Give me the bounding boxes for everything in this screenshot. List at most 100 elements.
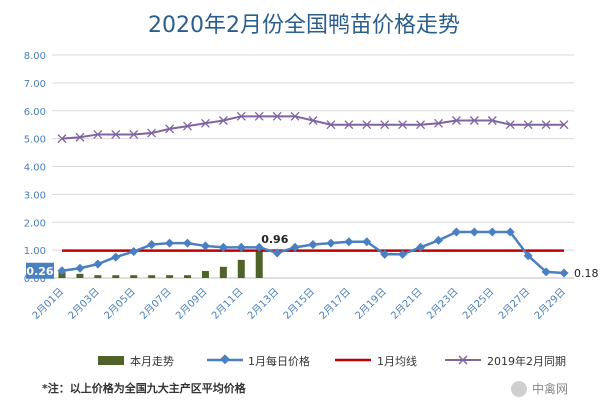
point-2019	[416, 120, 426, 130]
x-tick-label: 2月01日	[30, 286, 66, 322]
point-2019	[380, 120, 390, 130]
point-2019	[236, 111, 246, 121]
y-tick-label: 6.00	[24, 107, 46, 118]
point-2019	[165, 124, 175, 134]
y-tick-label: 1.00	[24, 246, 46, 257]
point-2019	[559, 120, 569, 130]
x-axis-ticks: 2月01日 2月03日 2月05日 2月07日 2月09日 2月11日 2月13日 2月15日…	[30, 286, 568, 322]
point-2019	[362, 120, 372, 130]
point-daily	[308, 240, 318, 250]
bar	[112, 275, 120, 278]
point-2019	[326, 120, 336, 130]
point-2019	[218, 116, 228, 125]
annotation-end: 0.18	[574, 267, 599, 280]
bar	[184, 275, 191, 278]
point-2019	[75, 132, 85, 142]
legend-label-average: 1月均线	[377, 354, 417, 368]
annotations: 0.26 0.96 0.18	[26, 233, 599, 280]
x-tick-label: 2月25日	[460, 286, 496, 322]
watermark: 中禽网	[511, 381, 568, 397]
x-tick-label: 2月13日	[245, 286, 281, 322]
point-daily	[111, 252, 121, 262]
point-2019	[469, 116, 479, 125]
point-daily	[344, 237, 354, 247]
x-tick-label: 2月21日	[389, 286, 425, 322]
x-tick-label: 2月17日	[317, 286, 353, 322]
y-tick-label: 3.00	[24, 190, 46, 201]
point-2019	[523, 120, 533, 130]
legend-swatch-bar	[98, 356, 124, 365]
point-daily	[272, 248, 282, 258]
legend-label-daily: 1月每日价格	[248, 354, 310, 368]
point-2019	[254, 111, 264, 121]
point-daily	[469, 227, 479, 237]
x-tick-label: 2月03日	[66, 286, 102, 322]
point-daily	[147, 240, 157, 250]
point-2019	[541, 120, 551, 130]
x-tick-label: 2月09日	[173, 286, 209, 322]
point-daily	[541, 267, 551, 277]
bar	[130, 275, 138, 278]
point-daily	[398, 249, 408, 259]
annotation-box-start	[26, 262, 54, 279]
point-2019	[398, 120, 408, 130]
point-daily	[129, 246, 139, 257]
point-daily	[182, 238, 193, 248]
y-tick-label: 7.00	[24, 79, 46, 90]
point-2019	[183, 121, 192, 131]
legend-marker-2019	[458, 355, 468, 365]
point-2019	[93, 129, 103, 139]
x-tick-label: 2月11日	[209, 286, 245, 322]
y-tick-label: 8.00	[24, 51, 46, 62]
point-2019	[505, 120, 515, 130]
point-2019	[57, 134, 67, 144]
point-daily	[362, 237, 372, 247]
bar	[166, 275, 174, 278]
point-daily	[218, 242, 228, 252]
legend-label-2019: 2019年2月同期	[487, 354, 566, 368]
annotation-bar-peak: 0.96	[261, 233, 288, 246]
point-daily	[559, 268, 569, 278]
point-2019	[308, 116, 318, 125]
bar	[201, 271, 209, 278]
bar	[94, 275, 102, 278]
bar	[219, 266, 227, 278]
y-tick-label: 4.00	[24, 163, 46, 174]
bar	[148, 275, 156, 278]
series-line-daily	[61, 230, 565, 275]
point-2019	[290, 111, 300, 121]
point-2019	[344, 120, 354, 130]
x-tick-label: 2月19日	[353, 286, 389, 322]
x-tick-label: 2月15日	[281, 286, 317, 322]
point-daily	[433, 235, 444, 245]
point-daily	[487, 227, 497, 237]
point-daily	[380, 249, 390, 259]
bar	[255, 251, 263, 278]
point-2019	[200, 118, 210, 128]
point-daily	[326, 238, 336, 248]
point-2019	[272, 111, 282, 121]
point-daily	[200, 241, 210, 251]
point-2019	[451, 116, 461, 125]
legend-marker-daily	[220, 354, 230, 365]
point-daily	[75, 263, 85, 273]
bar	[76, 273, 84, 278]
point-2019	[129, 129, 139, 139]
x-tick-label: 2月29日	[532, 286, 568, 322]
line-series	[57, 111, 569, 278]
y-axis-ticks: 0.00 1.00 2.00 3.00 4.00 5.00 6.00 7.00 8.00	[24, 51, 46, 285]
x-tick-label: 2月05日	[102, 286, 138, 322]
watermark-text: 中禽网	[532, 381, 568, 396]
y-tick-label: 5.00	[24, 135, 46, 146]
point-daily	[93, 259, 103, 269]
chart-title: 2020年2月份全国鸭苗价格走势	[148, 13, 460, 38]
x-tick-label: 2月07日	[138, 286, 174, 322]
bar-series	[58, 251, 263, 278]
legend-label-bar: 本月走势	[130, 354, 174, 368]
watermark-logo-icon	[511, 381, 527, 397]
bar	[237, 259, 245, 278]
point-2019	[487, 116, 497, 125]
footnote: *注：以上价格为全国九大主产区平均价格	[42, 381, 247, 395]
x-tick-label: 2月27日	[496, 286, 532, 322]
